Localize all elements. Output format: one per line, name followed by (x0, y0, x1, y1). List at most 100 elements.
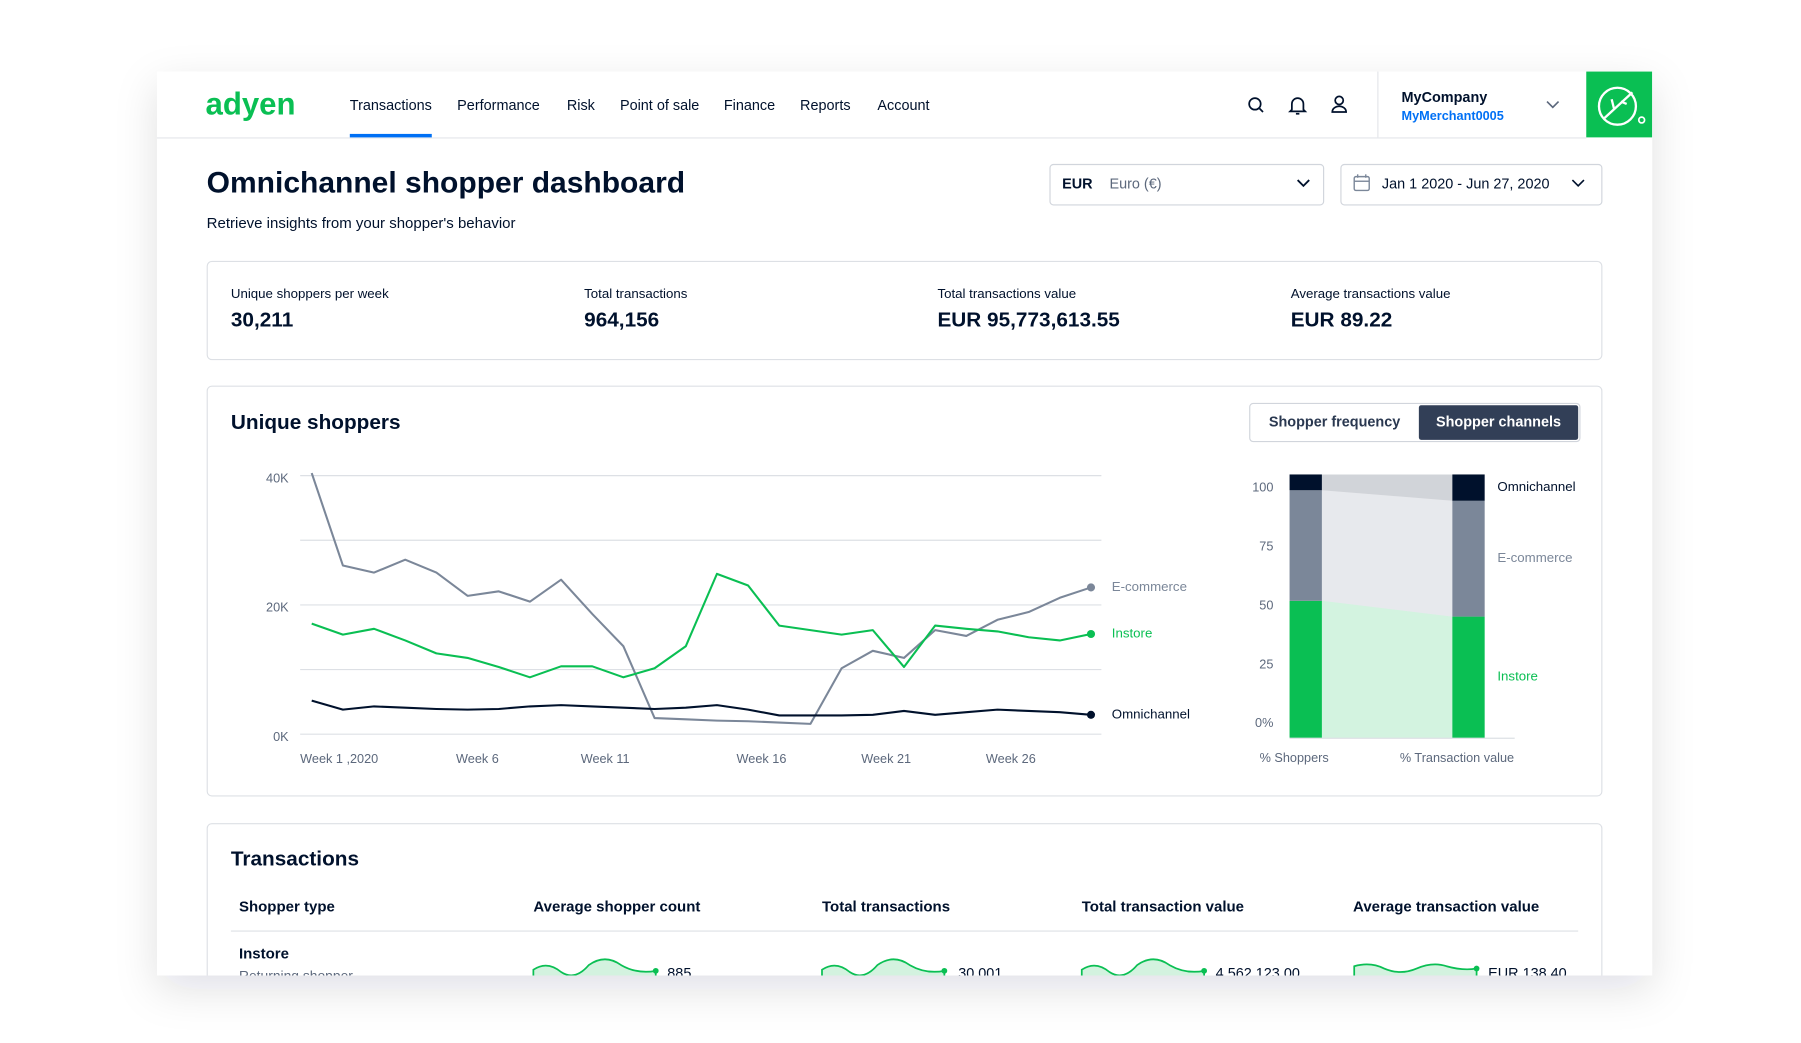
line-series (311, 699, 1092, 717)
date-range: Jan 1 2020 - Jun 27, 2020 (1382, 177, 1550, 193)
column-header: Total transactions (822, 898, 950, 915)
column-header: Shopper type (239, 898, 335, 915)
kpi-value: EUR 89.22 (1291, 308, 1393, 331)
nav-item[interactable]: Performance (457, 98, 540, 114)
kpi-value: 30,211 (231, 308, 293, 331)
line-end-dot (1086, 583, 1096, 592)
y-tick-label: 25 (1259, 657, 1273, 671)
currency-chevron (1296, 179, 1310, 188)
nav-item[interactable]: Risk (567, 98, 596, 114)
search-icon[interactable] (1248, 97, 1264, 113)
sparkline (532, 958, 657, 976)
toggle-button[interactable]: Shopper frequency (1269, 414, 1400, 430)
x-tick-label: Week 26 (986, 752, 1036, 766)
shopper-segment: Returning shopper (239, 967, 353, 983)
kpi-value: EUR 95,773,613.55 (937, 308, 1119, 331)
y-tick-label: 0K (273, 730, 289, 744)
nav-item[interactable]: Point of sale (620, 98, 699, 114)
account-chevron[interactable] (1546, 101, 1560, 109)
flow-band (1321, 600, 1453, 738)
column-header: Average transaction value (1353, 898, 1539, 915)
y-tick-label: 0% (1255, 716, 1273, 730)
window-content: adyen Transactions Performance Risk Point o… (157, 71, 1653, 983)
leaf-icon (1597, 86, 1646, 126)
line-end-dot (1086, 629, 1096, 639)
chart-card (206, 385, 1603, 797)
nav-item[interactable]: Transactions (350, 98, 432, 114)
nav-items: Transactions Performance Risk Point of sale… (350, 98, 930, 114)
bar-segment (1452, 500, 1485, 617)
nav-icons (1248, 95, 1347, 115)
bar-segment (1289, 474, 1322, 491)
shopper-type: Instore (239, 946, 289, 963)
transactions-table: Shopper type Average shopper count Total t… (239, 898, 1567, 983)
y-tick-label: 75 (1259, 540, 1273, 554)
line-end-dot (1086, 710, 1096, 719)
legend-label: E-commerce (1497, 550, 1572, 565)
x-tick-label: Week 6 (456, 752, 499, 766)
y-tick-label: 100 (1252, 481, 1273, 495)
line-chart: 0K 20K 40K Week 1 ,2020 Week 6 Week 11 Week 16… (266, 471, 1190, 766)
currency-select[interactable] (1049, 163, 1325, 206)
kpi-label: Unique shoppers per week (231, 286, 389, 301)
toggle-button[interactable]: Shopper channels (1436, 414, 1561, 430)
y-tick-label: 50 (1259, 598, 1273, 612)
user-icon[interactable] (1331, 95, 1347, 113)
sparkline (821, 958, 946, 976)
currency-name: Euro (€) (1109, 177, 1161, 193)
table-cell: 885 (667, 966, 691, 982)
bell-icon[interactable] (1288, 97, 1308, 115)
merchant-name[interactable]: MyMerchant0005 (1402, 109, 1504, 123)
sparkline (1080, 958, 1205, 976)
page-subtitle: Retrieve insights from your shopper's be… (207, 215, 516, 232)
kpi-card (206, 260, 1603, 361)
nav-item[interactable]: Account (877, 98, 929, 114)
table-cell: 4,562,123.00 (1216, 966, 1300, 982)
transactions-card (206, 823, 1603, 976)
x-tick-label: Week 16 (737, 752, 787, 766)
logo[interactable]: adyen (205, 86, 295, 121)
date-range-select[interactable] (1340, 163, 1603, 206)
nav-item[interactable]: Finance (724, 98, 775, 114)
kpi-label: Total transactions value (937, 286, 1076, 301)
sparkline (1353, 963, 1478, 976)
chart-title: Unique shoppers (231, 411, 401, 434)
bar-segment (1289, 600, 1322, 738)
legend-label: Omnichannel (1112, 706, 1190, 721)
toggle-active-bg (1418, 405, 1579, 440)
bar-segment (1452, 474, 1485, 501)
bar-segment (1289, 490, 1322, 601)
y-tick-label: 40K (266, 471, 289, 485)
y-tick-label: 20K (266, 601, 289, 615)
legend-label: Omnichannel (1497, 479, 1575, 494)
kpi-label: Total transactions (584, 286, 688, 301)
bar-segment (1452, 616, 1485, 738)
calendar-icon (1353, 174, 1370, 192)
channel-bar-chart: 0% 25 50 75 100 Instore E-commerce Omnichannel%… (1252, 474, 1576, 765)
page-title: Omnichannel shopper dashboard (207, 167, 685, 200)
column-header: Average shopper count (533, 898, 700, 915)
flow-band (1321, 474, 1453, 501)
legend-label: E-commerce (1112, 579, 1187, 594)
active-tab-indicator (349, 133, 432, 138)
kpi-value: 964,156 (584, 308, 659, 331)
table-cell: 30,001 (958, 966, 1002, 982)
column-header: Total transaction value (1082, 898, 1244, 915)
nav-item[interactable]: Reports (800, 98, 851, 114)
x-tick-label: % Transaction value (1400, 751, 1514, 765)
legend-label: Instore (1112, 625, 1153, 640)
line-series (310, 472, 1092, 725)
date-chevron (1571, 179, 1585, 188)
company-name[interactable]: MyCompany (1402, 90, 1488, 106)
sparkline-ends (652, 965, 1480, 974)
kpi-label: Average transactions value (1291, 286, 1451, 301)
kpi-list: Unique shoppers per week 30,211 Total tran… (231, 286, 1451, 332)
line-series (311, 572, 1092, 679)
x-tick-label: % Shoppers (1260, 751, 1329, 765)
x-tick-label: Week 21 (861, 752, 911, 766)
sparklines (532, 958, 1478, 976)
transactions-title: Transactions (231, 848, 359, 871)
legend-label: Instore (1497, 669, 1538, 684)
x-tick-label: Week 1 ,2020 (300, 752, 378, 766)
